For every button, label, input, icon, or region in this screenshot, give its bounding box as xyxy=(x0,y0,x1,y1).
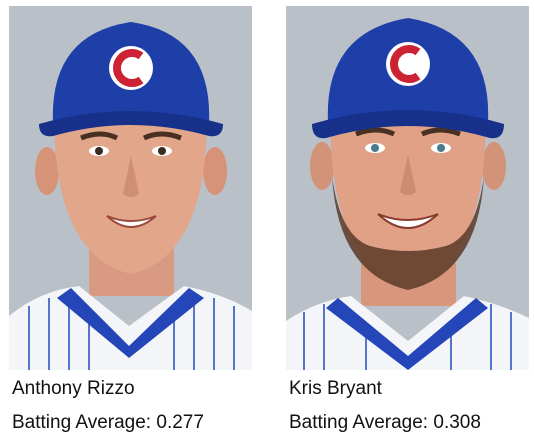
player-card-rizzo: Anthony Rizzo Batting Average: 0.277 xyxy=(9,6,252,433)
player-portrait xyxy=(286,6,529,370)
stat-value: 0.308 xyxy=(433,412,481,433)
player-photo-rizzo xyxy=(9,6,252,370)
stat-label: Batting Average: xyxy=(12,412,152,433)
stat-label: Batting Average: xyxy=(289,412,429,433)
player-portrait xyxy=(9,6,252,370)
player-photo-bryant xyxy=(286,6,529,370)
batting-average: Batting Average: 0.277 xyxy=(12,412,204,434)
player-name: Kris Bryant xyxy=(289,378,382,399)
player-card-bryant: Kris Bryant Batting Average: 0.308 xyxy=(286,6,529,433)
stat-value: 0.277 xyxy=(156,412,204,433)
batting-average: Batting Average: 0.308 xyxy=(289,412,481,434)
player-name: Anthony Rizzo xyxy=(12,378,135,399)
